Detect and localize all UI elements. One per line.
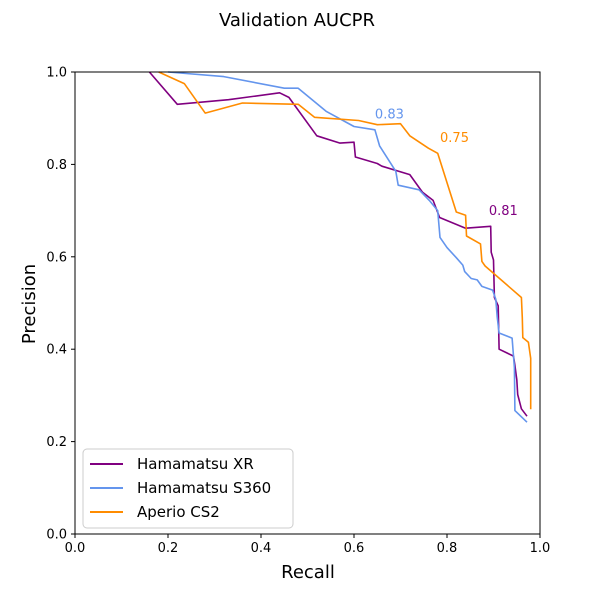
y-tick-label-3: 0.6 <box>46 250 67 265</box>
legend-label-0: Hamamatsu XR <box>137 455 254 473</box>
legend-label-1: Hamamatsu S360 <box>137 479 271 497</box>
series-line-1 <box>167 71 528 423</box>
series-line-0 <box>148 71 528 417</box>
y-tick-label-2: 0.4 <box>46 343 67 358</box>
x-tick-label-5: 1.0 <box>530 541 551 556</box>
x-tick-label-2: 0.4 <box>251 541 272 556</box>
auc-annotation-1: 0.75 <box>440 131 469 146</box>
y-tick-label-5: 1.0 <box>46 66 67 81</box>
legend-label-2: Aperio CS2 <box>137 503 220 521</box>
x-tick-label-4: 0.8 <box>437 541 458 556</box>
x-tick-label-0: 0.0 <box>65 541 86 556</box>
auc-annotation-0: 0.83 <box>375 108 404 123</box>
chart-title: Validation AUCPR <box>219 10 375 31</box>
y-axis-title: Precision <box>19 264 40 344</box>
auc-annotation-2: 0.81 <box>489 204 518 219</box>
series-line-2 <box>158 71 532 410</box>
series-layer <box>148 71 532 423</box>
x-tick-label-1: 0.2 <box>158 541 179 556</box>
y-tick-label-1: 0.2 <box>46 435 67 450</box>
legend: Hamamatsu XR Hamamatsu S360 Aperio CS2 <box>82 448 294 529</box>
annotation-layer: 0.83 0.75 0.81 <box>375 108 518 220</box>
y-tick-label-4: 0.8 <box>46 158 67 173</box>
y-tick-label-0: 0.0 <box>46 528 67 543</box>
legend-box <box>82 448 294 529</box>
axes-layer: 0.0 0.2 0.4 0.6 0.8 1.0 0.0 0.2 0.4 0.6 0.8 1.0 <box>46 66 550 557</box>
x-tick-label-3: 0.6 <box>344 541 365 556</box>
plot-frame <box>74 71 541 535</box>
x-axis-title: Recall <box>281 562 335 583</box>
